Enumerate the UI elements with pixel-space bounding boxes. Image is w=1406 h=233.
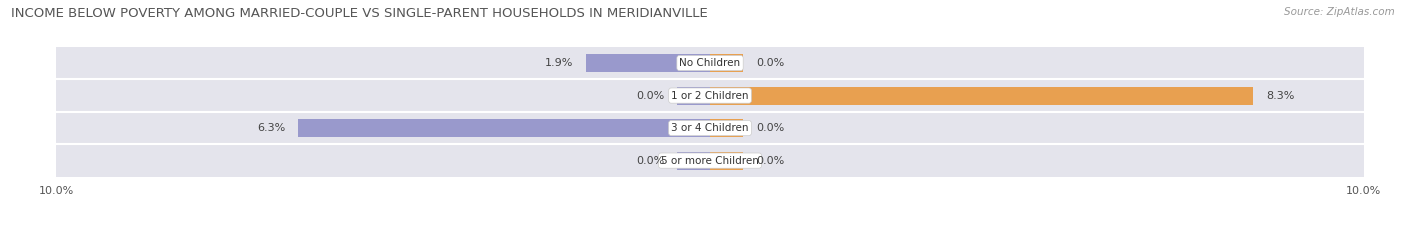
Bar bbox=[678, 152, 710, 170]
Bar bbox=[298, 119, 710, 137]
Text: 3 or 4 Children: 3 or 4 Children bbox=[671, 123, 749, 133]
Bar bbox=[56, 47, 1364, 79]
Text: 1 or 2 Children: 1 or 2 Children bbox=[671, 91, 749, 101]
Bar bbox=[710, 87, 1253, 105]
Text: 1.9%: 1.9% bbox=[544, 58, 572, 68]
Text: Source: ZipAtlas.com: Source: ZipAtlas.com bbox=[1284, 7, 1395, 17]
Text: 0.0%: 0.0% bbox=[636, 156, 664, 166]
Bar bbox=[56, 79, 1364, 112]
Bar bbox=[56, 112, 1364, 144]
Bar bbox=[586, 54, 710, 72]
Bar bbox=[710, 152, 742, 170]
Bar bbox=[678, 87, 710, 105]
Bar bbox=[56, 144, 1364, 177]
Text: 0.0%: 0.0% bbox=[636, 91, 664, 101]
Bar bbox=[710, 54, 742, 72]
Text: INCOME BELOW POVERTY AMONG MARRIED-COUPLE VS SINGLE-PARENT HOUSEHOLDS IN MERIDIA: INCOME BELOW POVERTY AMONG MARRIED-COUPL… bbox=[11, 7, 709, 20]
Text: 5 or more Children: 5 or more Children bbox=[661, 156, 759, 166]
Text: No Children: No Children bbox=[679, 58, 741, 68]
Text: 0.0%: 0.0% bbox=[756, 123, 785, 133]
Bar bbox=[710, 119, 742, 137]
Text: 0.0%: 0.0% bbox=[756, 58, 785, 68]
Text: 0.0%: 0.0% bbox=[756, 156, 785, 166]
Text: 6.3%: 6.3% bbox=[257, 123, 285, 133]
Text: 8.3%: 8.3% bbox=[1265, 91, 1294, 101]
